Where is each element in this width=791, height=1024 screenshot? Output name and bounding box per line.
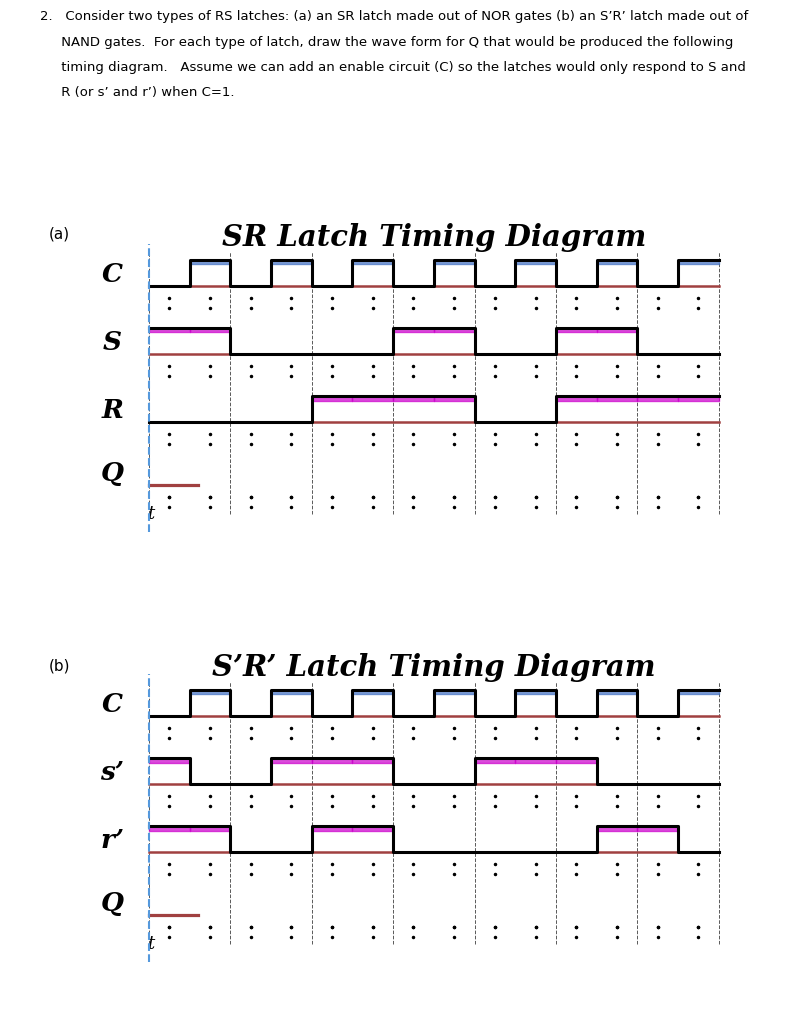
Text: Q: Q xyxy=(100,461,124,485)
Text: R (or s’ and r’) when C=1.: R (or s’ and r’) when C=1. xyxy=(40,86,234,99)
Text: s’: s’ xyxy=(100,760,124,784)
Text: NAND gates.  For each type of latch, draw the wave form for Q that would be prod: NAND gates. For each type of latch, draw… xyxy=(40,36,733,48)
Text: r’: r’ xyxy=(100,828,124,853)
Text: SR Latch Timing Diagram: SR Latch Timing Diagram xyxy=(221,223,646,252)
Text: S: S xyxy=(103,330,122,354)
Text: S’R’ Latch Timing Diagram: S’R’ Latch Timing Diagram xyxy=(212,653,656,682)
Text: C: C xyxy=(102,691,123,717)
Text: Q: Q xyxy=(100,891,124,915)
Text: timing diagram.   Assume we can add an enable circuit (C) so the latches would o: timing diagram. Assume we can add an ena… xyxy=(40,60,745,74)
Text: 2.   Consider two types of RS latches: (a) an SR latch made out of NOR gates (b): 2. Consider two types of RS latches: (a)… xyxy=(40,10,747,24)
Text: (a): (a) xyxy=(49,227,70,242)
Text: t: t xyxy=(147,505,154,523)
Text: R: R xyxy=(101,398,123,423)
Text: (b): (b) xyxy=(48,658,70,673)
Text: C: C xyxy=(102,261,123,287)
Text: t: t xyxy=(147,935,154,953)
